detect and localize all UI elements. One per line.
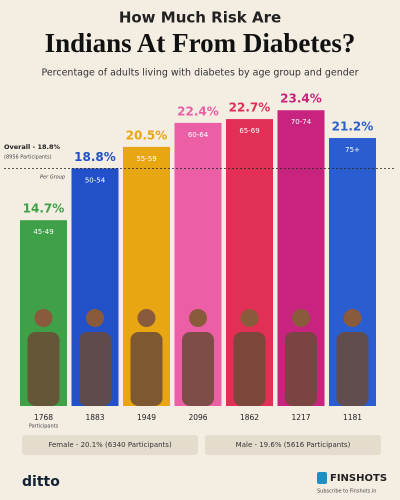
finshots-note: Subscribe to Finshots.in (317, 489, 376, 495)
person-body (233, 332, 266, 406)
ditto-logo: ditto (22, 474, 60, 490)
person-body (182, 332, 214, 406)
age-label: 50-54 (85, 176, 106, 184)
person-head (343, 309, 362, 327)
age-label: 75+ (345, 146, 360, 154)
value-label: 23.4% (280, 92, 322, 106)
person-head (240, 309, 259, 327)
male-box (205, 435, 381, 455)
person-body (336, 332, 369, 406)
per-group-label: Per Group (40, 175, 65, 181)
person-body (27, 332, 60, 406)
age-label: 70-74 (291, 118, 312, 126)
person-head (189, 309, 207, 327)
title-line1: How Much Risk Are (119, 9, 281, 27)
finshots-logo: FINSHOTS (330, 473, 387, 484)
overall-label: Overall - 18.8% (4, 143, 60, 151)
female-box (22, 435, 198, 455)
participants: 2096 (188, 413, 207, 422)
person-body (79, 332, 111, 406)
person-body (130, 332, 163, 406)
value-label: 20.5% (126, 128, 168, 142)
participants: 1217 (291, 413, 310, 422)
person-head (137, 309, 156, 327)
male-label: Male - 19.6% (5616 Participants) (236, 441, 351, 449)
female-label: Female - 20.1% (6340 Participants) (48, 441, 172, 449)
participants-note: Participants (29, 424, 59, 430)
value-label: 14.7% (23, 202, 65, 216)
person-body (285, 332, 317, 406)
person-head (86, 309, 104, 327)
participants: 1883 (85, 413, 104, 422)
participants: 1768 (34, 413, 53, 422)
overall-participants: (8956 Participants) (4, 155, 52, 161)
age-label: 45-49 (33, 228, 53, 236)
age-label: 65-69 (239, 127, 259, 135)
finshots-icon (317, 472, 327, 484)
participants: 1181 (343, 413, 362, 422)
age-label: 55-59 (136, 155, 156, 163)
value-label: 22.7% (229, 101, 271, 115)
participants: 1862 (240, 413, 259, 422)
age-label: 60-64 (188, 131, 209, 139)
title-line2: Indians At From Diabetes? (45, 28, 356, 58)
subtitle: Percentage of adults living with diabete… (41, 68, 358, 79)
value-label: 18.8% (74, 150, 116, 164)
value-label: 21.2% (332, 120, 374, 134)
value-label: 22.4% (177, 104, 219, 118)
participants: 1949 (137, 413, 156, 422)
person-head (34, 309, 53, 327)
person-head (292, 309, 310, 327)
